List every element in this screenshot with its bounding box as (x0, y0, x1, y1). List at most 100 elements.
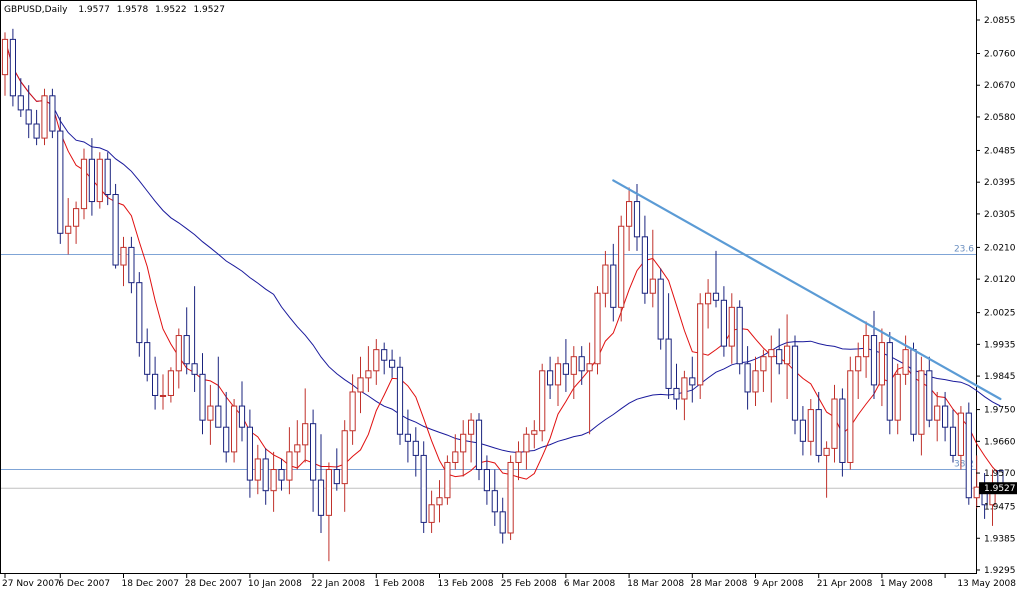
candle-body-up (760, 356, 767, 372)
candle-body-down (839, 398, 846, 463)
candle-body-up (1, 38, 9, 76)
y-tick-label: 1.9570 (984, 469, 1016, 479)
candle (246, 409, 254, 498)
candle-body-down (183, 335, 190, 365)
candle-body-up (697, 303, 704, 386)
candle-body-down (720, 299, 727, 347)
candle (831, 384, 838, 463)
ohlc-low: 1.9522 (155, 5, 187, 15)
candle (207, 384, 214, 445)
y-tick-label: 2.0305 (984, 210, 1016, 220)
trendline-layer (612, 179, 1002, 401)
x-tick-label: 1 May 2008 (880, 579, 933, 589)
candle (112, 183, 119, 269)
x-tick-label: 6 Dec 2007 (58, 579, 110, 589)
candle-body-down (49, 95, 56, 132)
candle-body-down (112, 194, 119, 266)
candle (641, 215, 648, 304)
candle (254, 444, 261, 495)
candle (286, 427, 293, 495)
candle-body-down (578, 356, 585, 372)
y-axis: 2.0855 2.0760 2.0670 2.0580 2.0485 2.0395 2.03… (976, 16, 1017, 576)
candle-body-up (705, 292, 712, 305)
candle-body-up (341, 430, 348, 485)
candle-body-down (633, 201, 641, 238)
candle-body-up (768, 349, 775, 358)
candle (894, 363, 901, 435)
candle (88, 138, 96, 216)
candle (17, 78, 24, 117)
candle (223, 391, 230, 463)
candle (199, 353, 206, 435)
candle-body-down (475, 419, 483, 471)
candle-body-up (807, 409, 814, 442)
candle (80, 148, 88, 220)
candle (649, 229, 656, 308)
candle-body-down (389, 359, 396, 368)
candle-body-up (41, 95, 48, 139)
candle-body-up (594, 292, 601, 365)
y-tick-label: 2.0855 (984, 16, 1016, 26)
candle (396, 356, 404, 445)
candle-body-up (728, 306, 735, 347)
y-tick-label: 1.9295 (984, 566, 1016, 576)
candle-body-up (452, 451, 459, 463)
candle (294, 420, 301, 470)
candle (949, 409, 957, 463)
candle-body-down (199, 373, 206, 421)
candle (602, 250, 609, 308)
candle-body-up (878, 342, 885, 386)
candle-body-down (942, 405, 949, 428)
candle (381, 342, 388, 375)
x-tick-label: 9 Apr 2008 (754, 579, 804, 589)
candle (657, 268, 664, 350)
candle (934, 391, 941, 442)
candle-body-up (973, 486, 980, 499)
candle-body-up (270, 469, 277, 492)
y-tick-label: 2.0025 (984, 309, 1016, 319)
candle-body-up (428, 504, 435, 523)
candle-body-down (262, 458, 269, 492)
candle-body-down (396, 366, 404, 435)
candle-body-up (460, 433, 467, 453)
candle (673, 363, 680, 410)
y-tick-label: 1.9750 (984, 406, 1016, 416)
candle (531, 420, 538, 449)
candle (736, 300, 743, 375)
candle-body-down (791, 345, 799, 421)
candle-body-down (238, 405, 246, 428)
candle (475, 413, 483, 481)
candle-body-up (444, 461, 451, 499)
candle (444, 455, 451, 505)
candle-body-down (610, 264, 617, 308)
y-tick-label: 1.9935 (984, 340, 1016, 350)
candle-body-down (152, 373, 159, 396)
x-tick-label: 13 May 2008 (957, 579, 1016, 589)
candle (191, 286, 198, 392)
candle-body-up (626, 201, 633, 227)
candle (144, 328, 151, 382)
candle-body-down (499, 511, 506, 534)
candle (159, 374, 167, 410)
y-tick-label: 2.0395 (984, 178, 1016, 188)
candle-body-up (934, 405, 941, 421)
candle (547, 356, 554, 400)
candle-body-down (25, 109, 32, 125)
candle-body-down (136, 282, 143, 344)
candle (784, 314, 791, 400)
candle-body-down (776, 349, 783, 365)
x-tick-label: 18 Mar 2008 (627, 579, 684, 589)
x-tick-label: 25 Feb 2008 (501, 579, 557, 589)
candle (57, 116, 64, 244)
candle (752, 356, 759, 407)
candle-body-down (191, 363, 198, 375)
candle (325, 462, 332, 562)
candle (863, 321, 870, 378)
candle (768, 335, 775, 403)
candle (626, 187, 633, 251)
candle-body-down (57, 130, 64, 234)
candle (942, 391, 949, 442)
candle (791, 335, 799, 435)
candle (720, 286, 727, 357)
candle-body-up (586, 363, 593, 372)
